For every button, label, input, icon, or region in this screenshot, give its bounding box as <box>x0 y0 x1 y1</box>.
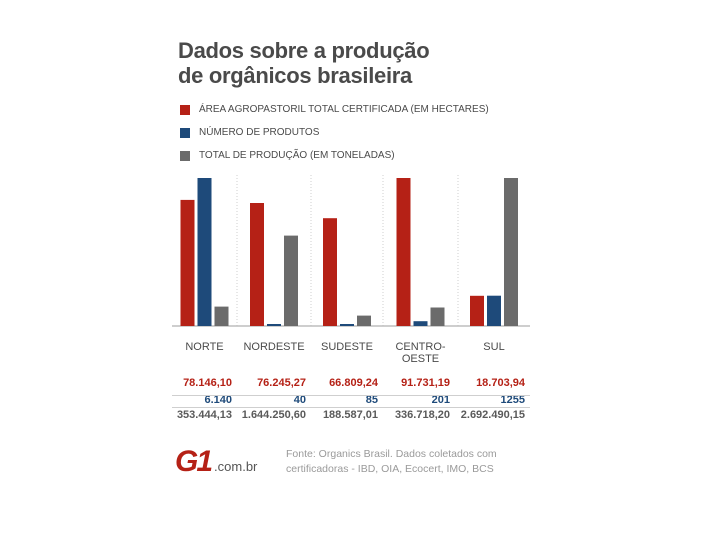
legend-item-area: ÁREA AGROPASTORIL TOTAL CERTIFICADA (EM … <box>180 98 489 121</box>
category-label-3: SUDESTE <box>308 341 386 353</box>
bar-products-sul <box>487 295 501 326</box>
source-line-2: certificadoras - IBD, OIA, Ecocert, IMO,… <box>286 463 494 475</box>
products-value-4: 201 <box>431 394 450 406</box>
category-label-line1: SUL <box>483 341 505 353</box>
title-line-1: Dados sobre a produção <box>178 38 430 63</box>
source-line-1: Fonte: Organics Brasil. Dados coletados … <box>286 448 497 460</box>
bar-products-sudeste <box>340 324 354 326</box>
g1-logo: G1 .com.br <box>175 445 258 478</box>
area-value-2: 76.245,27 <box>257 377 306 389</box>
bar-production-sul <box>504 178 518 326</box>
production-value-3: 188.587,01 <box>322 409 378 421</box>
category-label-2: NORDESTE <box>235 341 313 353</box>
legend-swatch-production <box>180 150 190 161</box>
legend-swatch-products <box>180 127 190 138</box>
bar-products-centro-oeste <box>413 321 428 326</box>
table-divider-1 <box>172 395 530 396</box>
legend-swatch-area <box>180 104 190 115</box>
bar-area-norte <box>180 199 195 326</box>
legend-label-area: ÁREA AGROPASTORIL TOTAL CERTIFICADA (EM … <box>199 104 489 115</box>
bar-products-nordeste <box>267 324 281 326</box>
category-label-line1: NORTE <box>185 341 224 353</box>
category-label-5: SUL <box>455 341 533 353</box>
bar-production-norte <box>214 306 229 326</box>
production-value-5: 2.692.490,15 <box>460 409 525 421</box>
production-value-2: 1.644.250,60 <box>241 409 306 421</box>
category-label-1: NORTE <box>166 341 244 353</box>
category-label-line1: CENTRO- <box>395 341 446 353</box>
area-value-1: 78.146,10 <box>183 377 232 389</box>
table-divider-2 <box>172 407 530 408</box>
bar-products-norte <box>197 178 212 326</box>
production-value-4: 336.718,20 <box>394 409 450 421</box>
production-value-1: 353.444,13 <box>176 409 232 421</box>
products-value-1: 6.140 <box>204 394 232 406</box>
category-label-line2: OESTE <box>401 353 440 365</box>
area-value-5: 18.703,94 <box>476 377 525 389</box>
bar-area-nordeste <box>250 203 264 326</box>
bar-production-sudeste <box>357 315 371 326</box>
bar-production-centro-oeste <box>430 307 445 326</box>
products-value-3: 85 <box>365 394 378 406</box>
products-value-5: 1255 <box>500 394 525 406</box>
legend-item-production: TOTAL DE PRODUÇÃO (EM TONELADAS) <box>180 144 489 167</box>
bar-area-sul <box>470 295 484 326</box>
legend-label-production: TOTAL DE PRODUÇÃO (EM TONELADAS) <box>199 150 395 161</box>
category-label-4: CENTRO- OESTE <box>382 341 460 365</box>
bar-production-nordeste <box>284 235 298 326</box>
bar-area-centro-oeste <box>396 178 411 326</box>
bar-area-sudeste <box>323 218 337 326</box>
area-value-4: 91.731,19 <box>401 377 450 389</box>
logo-g1-text: G1 <box>175 445 213 478</box>
products-value-2: 40 <box>293 394 306 406</box>
legend-label-products: NÚMERO DE PRODUTOS <box>199 127 320 138</box>
area-value-3: 66.809,24 <box>329 377 378 389</box>
legend: ÁREA AGROPASTORIL TOTAL CERTIFICADA (EM … <box>180 98 489 167</box>
title-line-2: de orgânicos brasileira <box>178 63 412 88</box>
category-label-line1: SUDESTE <box>321 341 373 353</box>
logo-domain: .com.br <box>214 459 258 474</box>
source-note: Fonte: Organics Brasil. Dados coletados … <box>286 447 536 477</box>
legend-item-products: NÚMERO DE PRODUTOS <box>180 121 489 144</box>
chart-title: Dados sobre a produção de orgânicos bras… <box>178 38 538 88</box>
category-label-line1: NORDESTE <box>243 341 305 353</box>
